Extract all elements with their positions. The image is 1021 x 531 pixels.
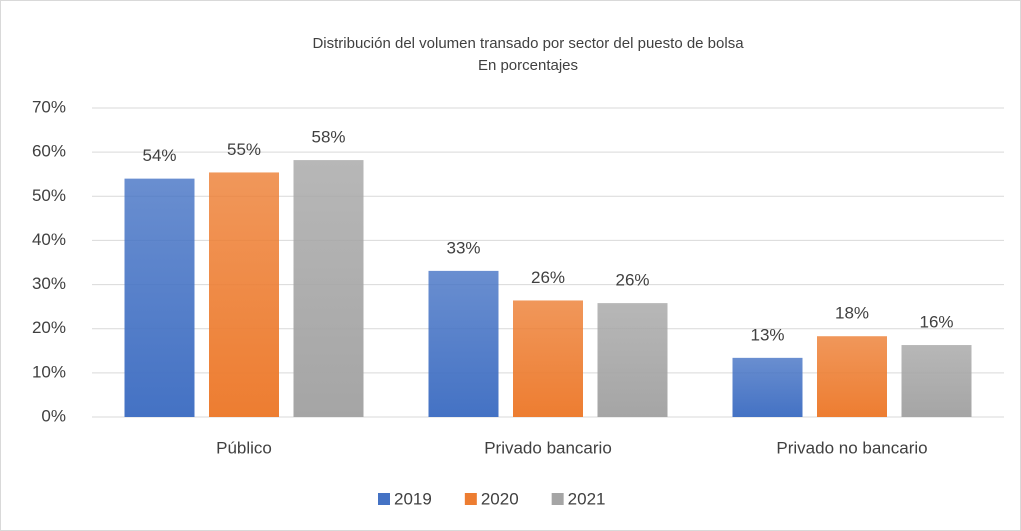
y-tick-label: 0% [41,406,66,425]
bar [124,178,195,417]
legend-swatch [378,493,390,505]
bar [513,300,583,417]
chart-title: Distribución del volumen transado por se… [312,35,744,52]
bar [597,303,668,417]
data-label: 26% [531,268,565,287]
legend-label: 2019 [394,489,432,508]
bar [901,345,972,417]
data-label: 16% [919,313,953,332]
legend-swatch [551,493,564,505]
y-tick-label: 10% [32,362,66,381]
data-label: 58% [311,128,345,147]
y-tick-label: 40% [32,230,66,249]
x-tick-label: Público [216,438,272,457]
x-tick-label: Privado no bancario [776,438,927,457]
y-tick-label: 50% [32,186,66,205]
bar [209,172,279,417]
bar [428,270,499,417]
bar [732,357,803,417]
y-tick-label: 70% [32,97,66,116]
legend-label: 2020 [481,489,519,508]
data-label: 33% [446,238,480,257]
bar [817,336,887,417]
legend-label: 2021 [568,489,606,508]
data-label: 26% [615,271,649,290]
chart-subtitle: En porcentajes [478,57,578,74]
data-label: 13% [750,325,784,344]
x-tick-label: Privado bancario [484,438,612,457]
y-tick-label: 30% [32,274,66,293]
y-tick-label: 20% [32,318,66,337]
data-label: 55% [227,140,261,159]
legend-swatch [464,493,477,505]
data-label: 54% [142,146,176,165]
data-label: 18% [835,304,869,323]
bar [293,160,364,418]
y-tick-label: 60% [32,142,66,161]
